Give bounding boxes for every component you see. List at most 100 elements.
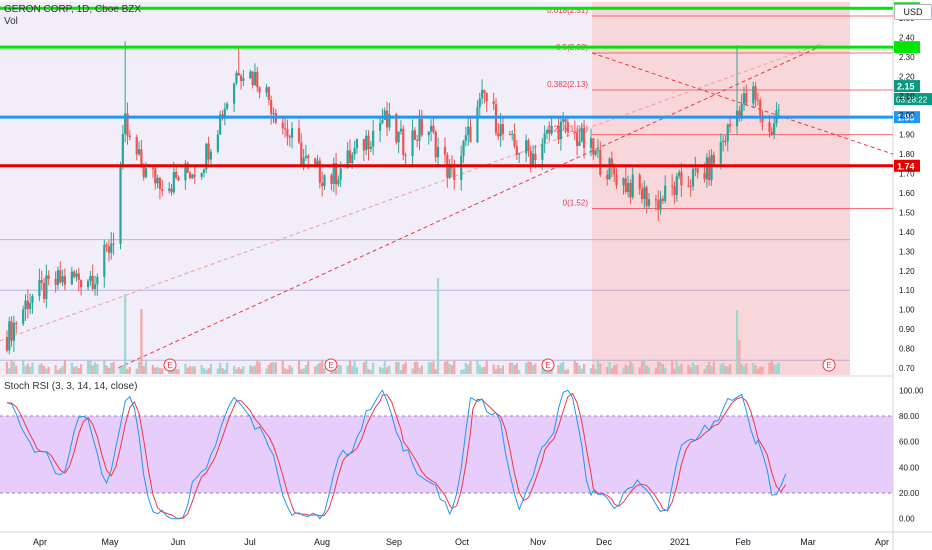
volume-bar — [135, 368, 138, 374]
candle — [31, 296, 34, 304]
candle — [427, 131, 430, 136]
volume-bar — [631, 363, 634, 374]
volume-bar — [5, 361, 9, 374]
candle — [170, 188, 173, 193]
candle — [768, 122, 771, 132]
candle — [499, 124, 502, 137]
volume-bar — [525, 362, 528, 374]
candle — [61, 276, 64, 283]
candle — [80, 279, 83, 288]
time-tick-label: Jun — [171, 537, 186, 547]
candle — [638, 174, 641, 189]
volume-bar — [205, 369, 208, 374]
volume-bar — [420, 365, 423, 374]
volume-bar — [696, 365, 699, 374]
volume-bar — [448, 363, 451, 374]
volume-bar — [754, 365, 757, 374]
candle — [267, 87, 270, 100]
volume-bar — [290, 367, 294, 374]
candle — [464, 135, 467, 141]
volume-bar — [712, 361, 715, 374]
volume-bar — [562, 361, 565, 374]
candle — [40, 280, 43, 283]
volume-bar — [531, 365, 535, 374]
volume-bar — [768, 362, 771, 374]
candle — [348, 150, 352, 164]
candle — [290, 128, 294, 138]
candle — [237, 72, 240, 76]
candle — [742, 93, 746, 104]
volume-bar — [216, 368, 219, 374]
volume-bar — [427, 362, 430, 374]
candle — [151, 168, 155, 170]
volume-bar — [761, 366, 764, 374]
volume-bar — [622, 368, 625, 374]
price-tick-label: 2.20 — [899, 72, 915, 81]
candle — [531, 153, 535, 165]
volume-bar — [281, 360, 284, 374]
candle — [436, 146, 440, 158]
stoch-tick-label: 100.00 — [899, 386, 924, 395]
candle — [703, 172, 706, 180]
volume-bar — [383, 360, 386, 374]
candle — [232, 83, 236, 104]
price-tick-label: 0.70 — [899, 364, 915, 373]
volume-bar — [661, 364, 664, 374]
candle — [15, 322, 18, 324]
candle — [411, 130, 414, 157]
volume-bar — [316, 364, 319, 374]
price-line-badge-label: 1.74 — [897, 161, 915, 171]
stoch-tick-label: 40.00 — [899, 463, 920, 472]
currency-button[interactable]: USD — [894, 4, 932, 20]
volume-bar — [126, 368, 129, 374]
volume-bar — [397, 362, 400, 374]
candle — [188, 172, 192, 179]
candle — [381, 119, 384, 124]
candle — [26, 300, 29, 310]
candle — [307, 155, 310, 159]
stoch-tick-label: 60.00 — [899, 438, 920, 447]
candle — [578, 141, 581, 146]
volume-bar — [209, 364, 213, 374]
candle — [573, 131, 576, 133]
volume-bar — [193, 366, 196, 374]
candle — [705, 157, 709, 180]
earnings-marker — [541, 358, 555, 372]
candle — [541, 143, 544, 160]
fib-level-label: 0.618(2.51) — [547, 6, 588, 15]
volume-bar — [381, 367, 384, 374]
volume-bar — [710, 366, 713, 374]
volume-bar — [8, 368, 11, 374]
volume-bar — [188, 366, 192, 374]
candle — [205, 143, 208, 170]
symbol-title: GERON CORP, 1D, Cboe BZX — [4, 4, 142, 15]
volume-bar — [267, 364, 270, 374]
candle — [105, 244, 108, 247]
candle — [710, 154, 713, 181]
candle — [128, 135, 131, 138]
candle — [659, 198, 662, 210]
candle — [56, 270, 60, 285]
volume-bar — [478, 364, 481, 374]
candle — [22, 309, 25, 324]
volume-bar — [346, 365, 349, 374]
volume-bar — [659, 362, 662, 374]
volume-bar — [61, 365, 64, 374]
candle — [339, 168, 342, 180]
candle — [673, 186, 676, 195]
price-tick-label: 2.30 — [899, 53, 915, 62]
volume-bar — [664, 367, 667, 374]
candle — [379, 123, 382, 131]
price-tick-label: 1.60 — [899, 189, 915, 198]
volume-bar — [70, 362, 73, 374]
volume-bar — [476, 360, 479, 374]
earnings-marker-label: E — [167, 361, 172, 370]
volume-bar — [559, 362, 562, 374]
volume-bar — [687, 365, 690, 374]
volume-bar — [677, 366, 681, 374]
volume-bar — [511, 362, 514, 374]
candle — [515, 146, 518, 155]
volume-bar — [501, 365, 505, 374]
candle — [559, 121, 562, 140]
